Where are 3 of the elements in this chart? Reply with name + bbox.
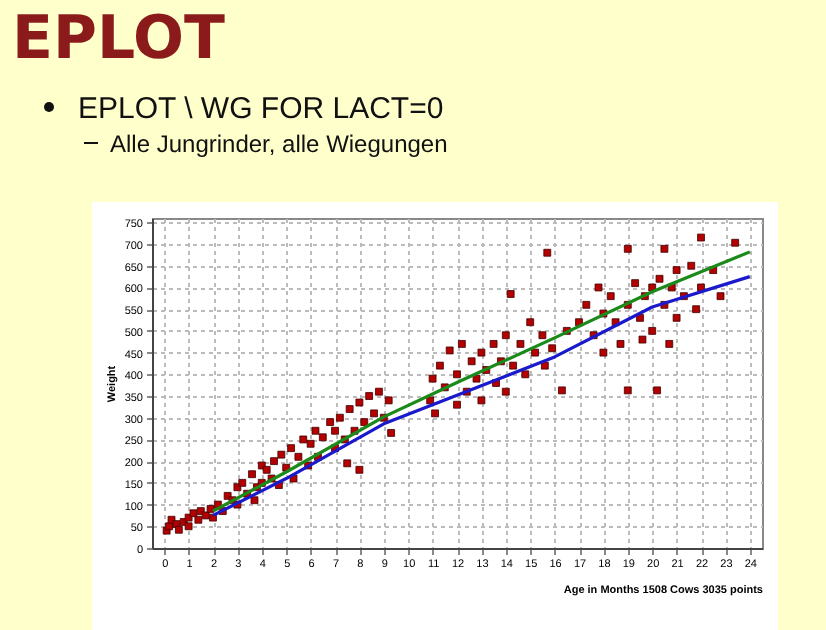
chart-subtitle: EPLOT \ WG FOR LACT=0 [78, 92, 444, 126]
chart-title: EPLOT [12, 4, 225, 74]
text: Alle Jungrinder, alle Wiegungen [108, 130, 450, 158]
